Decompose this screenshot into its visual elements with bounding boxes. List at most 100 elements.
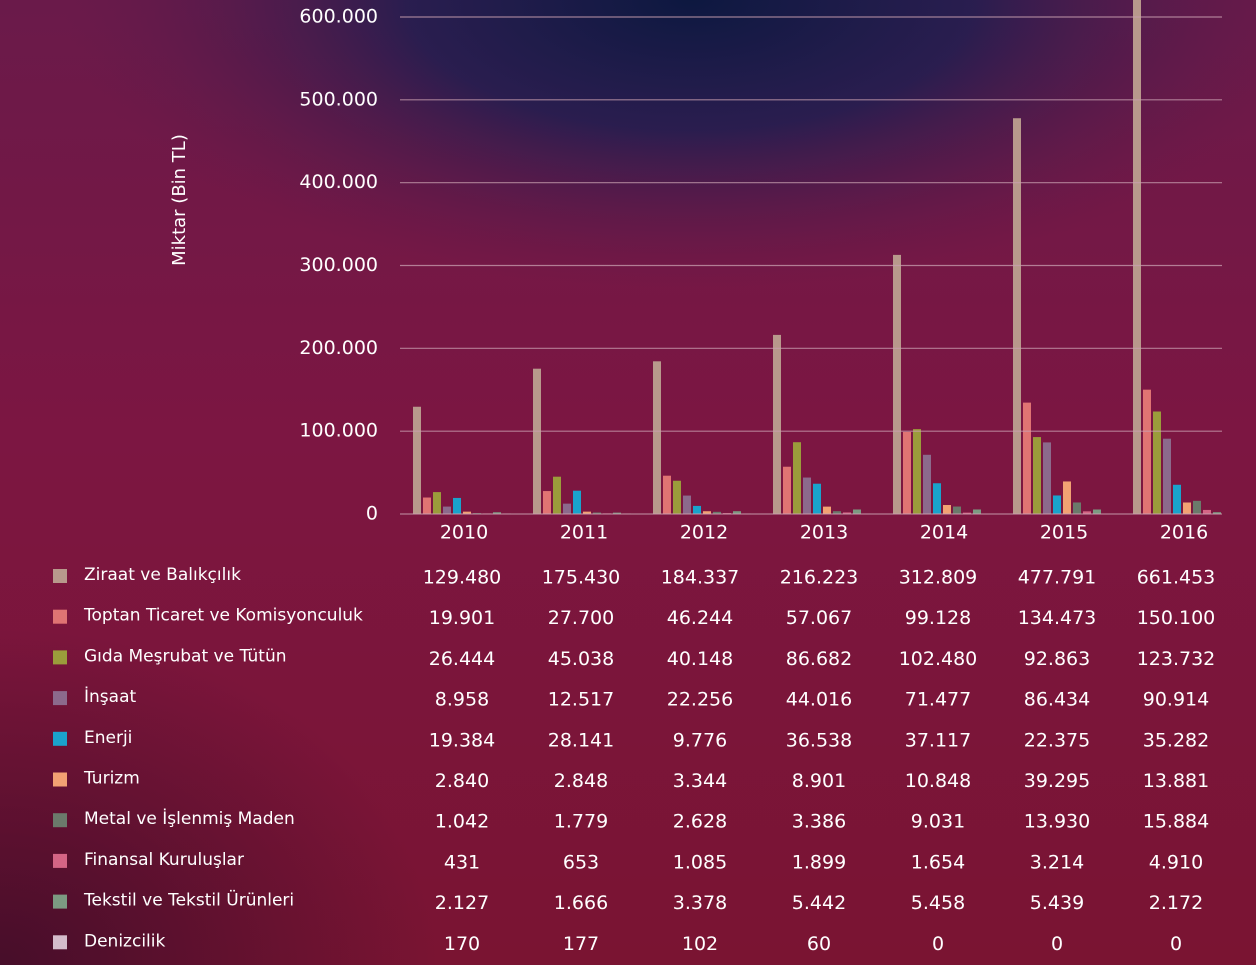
table-cell: 44.016: [786, 689, 852, 711]
bar: [573, 490, 581, 514]
table-cell: 653: [563, 851, 599, 873]
legend-swatch: [53, 772, 67, 787]
table-cell: 35.282: [1143, 729, 1209, 751]
bar: [943, 505, 951, 514]
bar: [423, 497, 431, 514]
bar: [783, 466, 791, 514]
table-cell: 22.375: [1024, 729, 1090, 751]
y-tick-label: 0: [366, 503, 378, 525]
legend-label: Turizm: [83, 769, 140, 789]
table-cell: 2.127: [435, 892, 489, 914]
table-cell: 175.430: [542, 567, 621, 589]
bar: [693, 505, 701, 514]
legend-swatch: [53, 609, 67, 624]
table-cell: 102: [682, 933, 718, 955]
table-cell: 36.538: [786, 729, 852, 751]
bar: [903, 431, 911, 514]
x-tick-label: 2013: [800, 522, 848, 544]
table-cell: 99.128: [905, 607, 971, 629]
table-cell: 0: [932, 933, 944, 955]
table-cell: 661.453: [1137, 567, 1216, 589]
table-cell: 8.901: [792, 770, 846, 792]
table-cell: 27.700: [548, 607, 614, 629]
table-cell: 37.117: [905, 729, 971, 751]
table-cell: 1.654: [911, 851, 965, 873]
table-cell: 477.791: [1018, 567, 1097, 589]
bar: [613, 512, 621, 514]
legend-swatch: [53, 894, 67, 909]
table-cell: 1.779: [554, 811, 608, 833]
table-cell: 4.910: [1149, 851, 1203, 873]
legend-swatch: [53, 813, 67, 828]
bar: [933, 483, 941, 514]
table-cell: 5.458: [911, 892, 965, 914]
bar: [553, 476, 561, 514]
table-cell: 15.884: [1143, 811, 1209, 833]
table-cell: 92.863: [1024, 648, 1090, 670]
bar: [1013, 118, 1021, 514]
legend-label: İnşaat: [84, 686, 136, 707]
table-cell: 13.881: [1143, 770, 1209, 792]
table-cell: 170: [444, 933, 480, 955]
bar: [853, 509, 861, 514]
x-tick-label: 2016: [1160, 522, 1208, 544]
table-cell: 123.732: [1137, 648, 1216, 670]
table-cell: 19.384: [429, 729, 495, 751]
bar: [733, 511, 741, 514]
table-cell: 5.442: [792, 892, 846, 914]
table-cell: 40.148: [667, 648, 733, 670]
x-tick-label: 2012: [680, 522, 728, 544]
table-cell: 1.899: [792, 851, 846, 873]
table-cell: 28.141: [548, 729, 614, 751]
table-cell: 46.244: [667, 607, 733, 629]
table-cell: 102.480: [899, 648, 978, 670]
legend-label: Toptan Ticaret ve Komisyonculuk: [83, 606, 363, 626]
table-cell: 312.809: [899, 567, 978, 589]
table-cell: 26.444: [429, 648, 495, 670]
y-tick-label: 300.000: [299, 254, 378, 276]
table-cell: 1.042: [435, 811, 489, 833]
table-cell: 184.337: [661, 567, 740, 589]
bar: [583, 511, 591, 514]
bar: [953, 506, 961, 514]
y-axis-label: Miktar (Bin TL): [169, 134, 190, 266]
bar: [1093, 509, 1101, 514]
bar: [1203, 509, 1211, 514]
bar: [593, 512, 601, 514]
table-cell: 0: [1051, 933, 1063, 955]
y-tick-label: 200.000: [299, 337, 378, 359]
bar: [963, 512, 971, 514]
bar: [1053, 495, 1061, 514]
table-cell: 2.840: [435, 770, 489, 792]
y-tick-label: 600.000: [299, 6, 378, 28]
bar: [413, 406, 421, 514]
table-cell: 9.031: [911, 811, 965, 833]
table-cell: 3.386: [792, 811, 846, 833]
legend-swatch: [53, 731, 67, 746]
bar: [453, 497, 461, 514]
table-cell: 45.038: [548, 648, 614, 670]
table-cell: 431: [444, 851, 480, 873]
bar: [1183, 502, 1191, 514]
bar: [463, 511, 471, 514]
bar: [1173, 484, 1181, 514]
table-cell: 10.848: [905, 770, 971, 792]
bar: [713, 511, 721, 514]
x-tick-label: 2014: [920, 522, 968, 544]
y-tick-label: 100.000: [299, 420, 378, 442]
bar: [1083, 511, 1091, 514]
table-cell: 5.439: [1030, 892, 1084, 914]
bar: [703, 511, 711, 514]
bar: [843, 512, 851, 514]
table-cell: 216.223: [780, 567, 859, 589]
bar: [653, 361, 661, 514]
table-cell: 150.100: [1137, 607, 1216, 629]
bar: [923, 454, 931, 514]
table-cell: 86.682: [786, 648, 852, 670]
bar: [1133, 0, 1141, 514]
x-tick-label: 2011: [560, 522, 608, 544]
table-cell: 2.848: [554, 770, 608, 792]
table-cell: 19.901: [429, 607, 495, 629]
table-cell: 129.480: [423, 567, 502, 589]
